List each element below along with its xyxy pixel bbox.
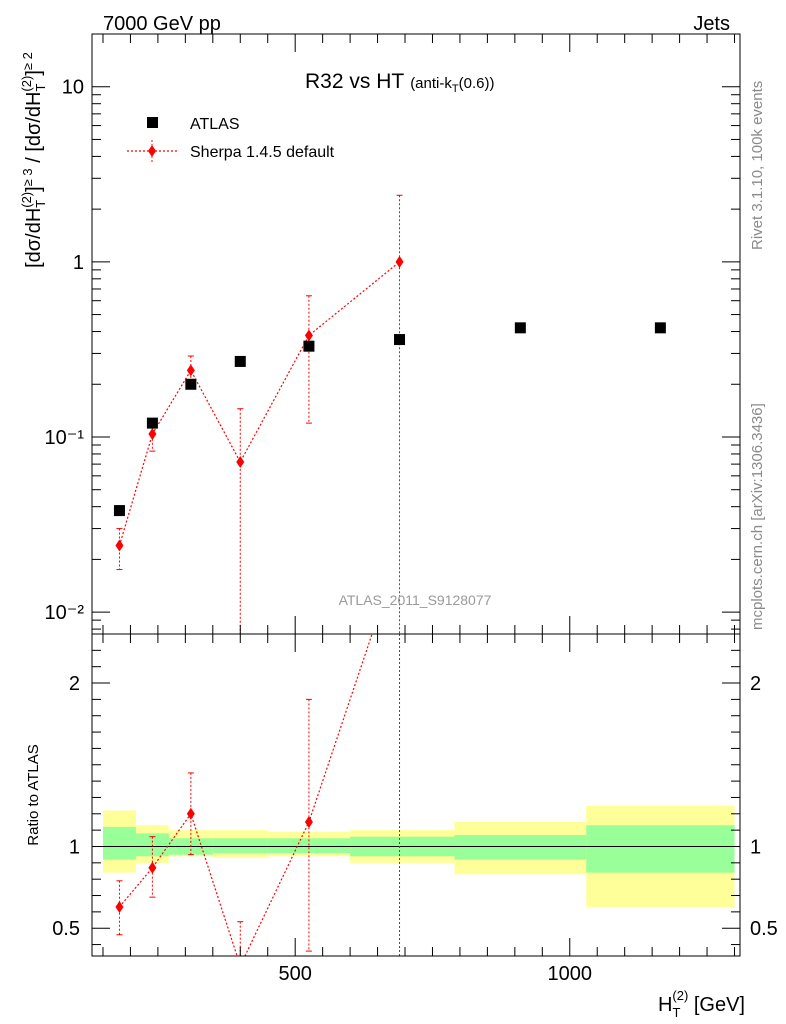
sherpa-main-point xyxy=(395,255,404,268)
category-label: Jets xyxy=(693,13,730,35)
sherpa-main-point xyxy=(115,539,124,552)
ratio-y-tick-label: 1 xyxy=(69,836,80,858)
legend: ATLAS Sherpa 1.4.5 default xyxy=(127,116,335,162)
atlas-main-point xyxy=(185,378,197,390)
ratio-band-inner-0 xyxy=(102,826,136,860)
x-tick-label: 1000 xyxy=(548,963,593,985)
sherpa-main-line xyxy=(118,261,400,546)
sherpa-main-point xyxy=(236,455,245,468)
main-y-tick-label: 10⁻¹ xyxy=(45,427,85,449)
legend-mc-marker xyxy=(148,145,156,157)
ratio-y-tick-label: 0.5 xyxy=(52,918,80,940)
sherpa-ratio-point xyxy=(115,900,124,913)
main-y-tick-label: 10 xyxy=(62,77,84,99)
legend-data-label: ATLAS xyxy=(190,116,240,133)
rivet-version-text: Rivet 3.1.10, 100k events xyxy=(749,81,766,250)
atlas-main-point xyxy=(394,334,406,346)
ratio-y-axis-label: Ratio to ATLAS xyxy=(25,744,42,845)
main-y-tick-label: 10⁻² xyxy=(45,602,85,624)
legend-mc-label: Sherpa 1.4.5 default xyxy=(190,144,335,161)
main-panel: 10⁻² 10⁻¹ 1 10 xyxy=(45,33,741,635)
ratio-band-inner-3 xyxy=(212,838,268,854)
ratio-panel-frame xyxy=(91,633,741,957)
sherpa-main-point xyxy=(304,329,313,342)
ratio-band-inner-6 xyxy=(454,835,587,860)
ratio-y-tick-label-right: 0.5 xyxy=(750,918,778,940)
sherpa-ratio-line xyxy=(118,634,373,956)
sherpa-ratio-point xyxy=(304,815,313,828)
atlas-main-point xyxy=(234,355,246,367)
sherpa-main-point xyxy=(186,364,195,377)
atlas-main-point xyxy=(654,322,666,334)
ratio-y-tick-label-right: 2 xyxy=(750,673,761,695)
atlas-main-point xyxy=(303,340,315,352)
ratio-panel: 500 1000 0.5 0.5 1 1 2 2 xyxy=(52,633,778,985)
energy-label: 7000 GeV pp xyxy=(103,13,221,35)
sherpa-ratio-point xyxy=(148,861,157,874)
x-tick-label: 500 xyxy=(278,963,311,985)
ratio-y-tick-label: 2 xyxy=(69,673,80,695)
main-y-axis-label: [dσ/dHT(2)]≥ 3 / [dσ/dHT(2)]≥ 2 xyxy=(19,52,48,268)
x-axis-label: HT(2) [GeV] xyxy=(658,988,745,1020)
sherpa-ratio-point xyxy=(186,807,195,820)
atlas-main-point xyxy=(514,322,526,334)
sherpa-main-point xyxy=(148,428,157,441)
ratio-y-tick-label-right: 1 xyxy=(750,836,761,858)
analysis-id: ATLAS_2011_S9128077 xyxy=(339,592,492,608)
atlas-main-point xyxy=(146,417,158,429)
mcplots-reference-text: mcplots.cern.ch [arXiv:1306.3436] xyxy=(749,403,766,630)
ratio-band-inner-4 xyxy=(267,838,351,854)
ratio-band-inner-7 xyxy=(586,825,735,873)
plot-title: R32 vs HT (anti-kT(0.6)) xyxy=(305,70,494,95)
main-y-tick-label: 1 xyxy=(73,252,84,274)
atlas-main-point xyxy=(113,505,125,517)
legend-data-marker xyxy=(147,117,158,128)
